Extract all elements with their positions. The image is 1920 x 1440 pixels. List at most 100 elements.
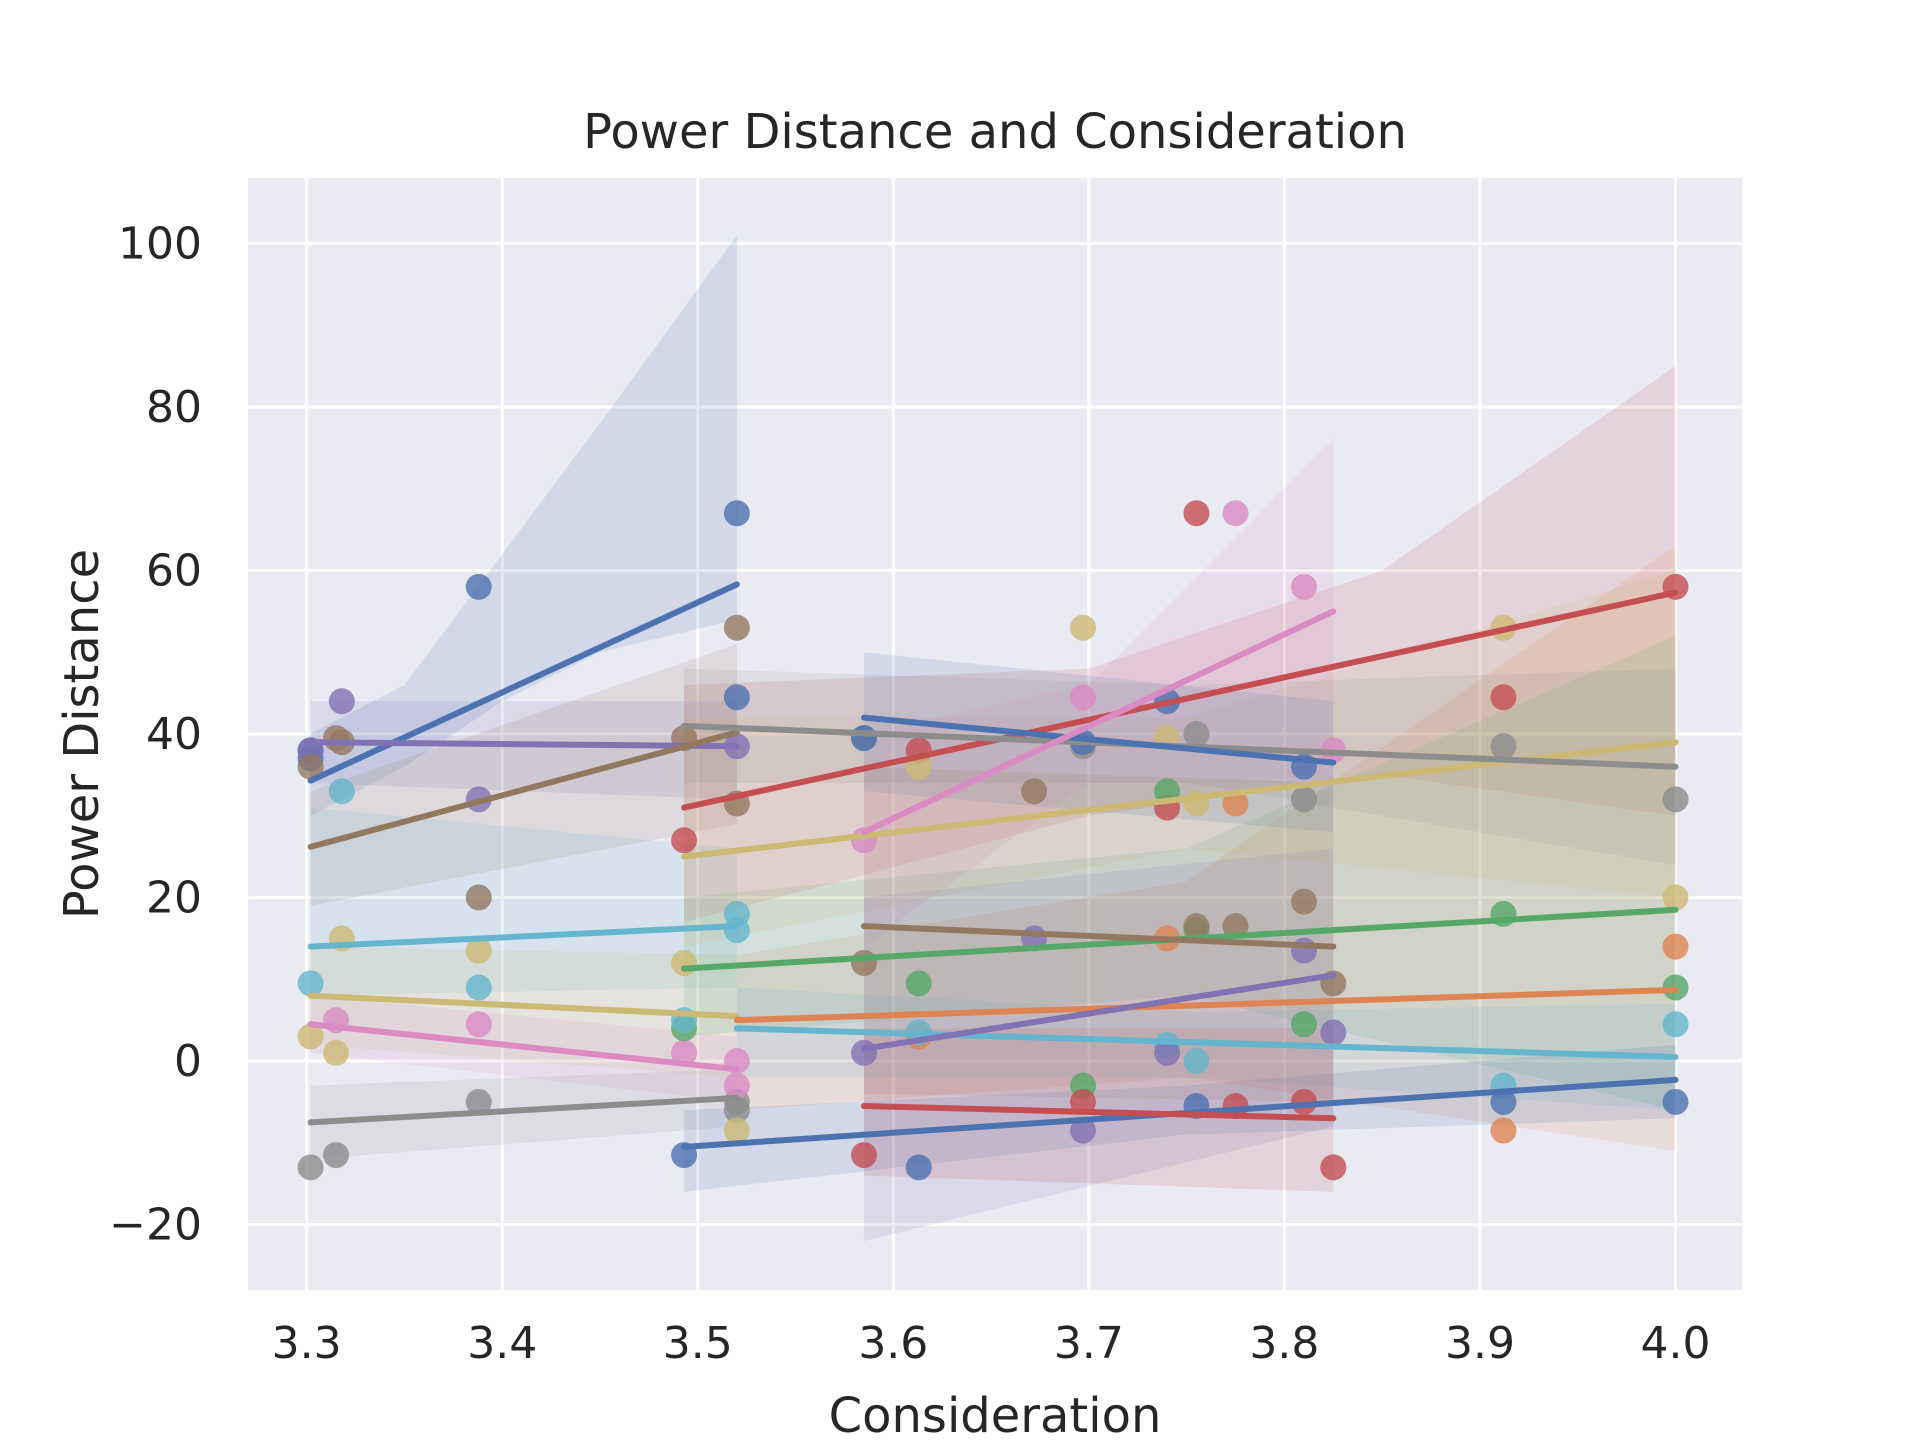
data-point [465,884,492,911]
data-point [905,970,932,997]
data-point [1290,888,1317,915]
data-point [1183,500,1210,527]
data-point [723,1117,750,1144]
data-point [1662,1088,1689,1115]
data-point [1183,721,1210,747]
data-point [1290,937,1317,964]
x-tick-label: 3.3 [272,1318,342,1369]
data-point [1490,1117,1517,1144]
data-point [328,688,355,715]
data-point [1662,1011,1689,1038]
data-point [723,1097,750,1124]
data-point [297,1023,324,1050]
data-point [465,974,492,1001]
data-point [465,937,492,964]
data-point [322,1039,349,1066]
data-point [465,1088,492,1115]
x-tick-label: 3.6 [858,1318,928,1369]
regression-line [860,714,1337,766]
y-tick-label: 100 [118,218,202,269]
data-point [1021,778,1048,805]
data-point [671,827,698,854]
y-tick-label: 60 [146,545,202,596]
data-point [1183,913,1210,940]
data-point [322,1142,349,1169]
confidence-band [310,946,737,1078]
data-point [723,684,750,711]
data-point [723,500,750,527]
data-point [1320,1154,1347,1181]
regression-line [860,1103,1337,1122]
confidence-band [310,701,737,800]
data-point [1069,684,1096,711]
data-point [1662,786,1689,813]
data-point [1490,684,1517,711]
confidence-band [684,668,1676,865]
data-point [723,614,750,641]
confidence-band [310,235,737,816]
x-tick-label: 3.5 [663,1318,733,1369]
y-axis-label: Power Distance [54,549,110,919]
data-point [723,1072,750,1099]
data-point [1662,884,1689,911]
data-point [328,778,355,805]
data-point [905,1154,932,1181]
confidence-band [684,1044,1676,1192]
regression-line [733,1025,1679,1060]
data-point [1290,1088,1317,1115]
data-point [850,725,877,752]
data-point [465,1011,492,1038]
data-point [723,917,750,944]
data-point [1290,1011,1317,1038]
regression-line [307,729,740,850]
data-point [1320,1019,1347,1046]
regression-lines [307,581,1679,1150]
data-point [1183,1048,1210,1075]
data-point [850,1039,877,1066]
x-axis-label: Consideration [829,1388,1162,1440]
data-point [1069,1117,1096,1144]
y-tick-label: −20 [109,1200,202,1251]
data-point [1069,1088,1096,1115]
confidence-band [863,848,1334,1241]
regression-line [860,972,1337,1052]
regression-line [307,923,740,950]
x-tick-label: 3.8 [1249,1318,1319,1369]
data-point [465,573,492,600]
x-tick-labels: 3.3 3.4 3.5 3.6 3.7 3.8 3.9 4.0 [272,1318,1711,1369]
data-point [850,1142,877,1169]
regression-line [307,992,740,1020]
regression-line [733,986,1679,1024]
regression-line [860,608,1337,836]
confidence-band [310,807,737,996]
x-tick-label: 3.4 [467,1318,537,1369]
data-point [297,753,324,780]
regression-line [307,581,740,784]
chart-title: Power Distance and Consideration [583,104,1407,160]
confidence-band [310,1069,737,1160]
regression-line [307,739,740,750]
x-tick-label: 4.0 [1641,1318,1711,1369]
confidence-band [736,987,1676,1111]
data-point [1490,733,1517,760]
y-tick-label: 40 [146,709,202,760]
data-point [1069,614,1096,641]
data-point [1490,1088,1517,1115]
regression-line [307,1094,740,1126]
data-point [1222,500,1249,527]
data-point [1222,790,1249,817]
data-point [671,949,698,976]
confidence-band [684,366,1676,923]
y-tick-label: 0 [174,1036,202,1087]
regression-line [860,923,1337,950]
data-point [297,1154,324,1181]
y-tick-label: 20 [146,873,202,924]
data-point [1154,1039,1181,1066]
regression-line [681,589,1679,811]
data-point [671,1039,698,1066]
regression-line [307,1021,740,1073]
confidence-band [684,570,1676,947]
x-tick-label: 3.7 [1054,1318,1124,1369]
confidence-band [310,644,737,906]
